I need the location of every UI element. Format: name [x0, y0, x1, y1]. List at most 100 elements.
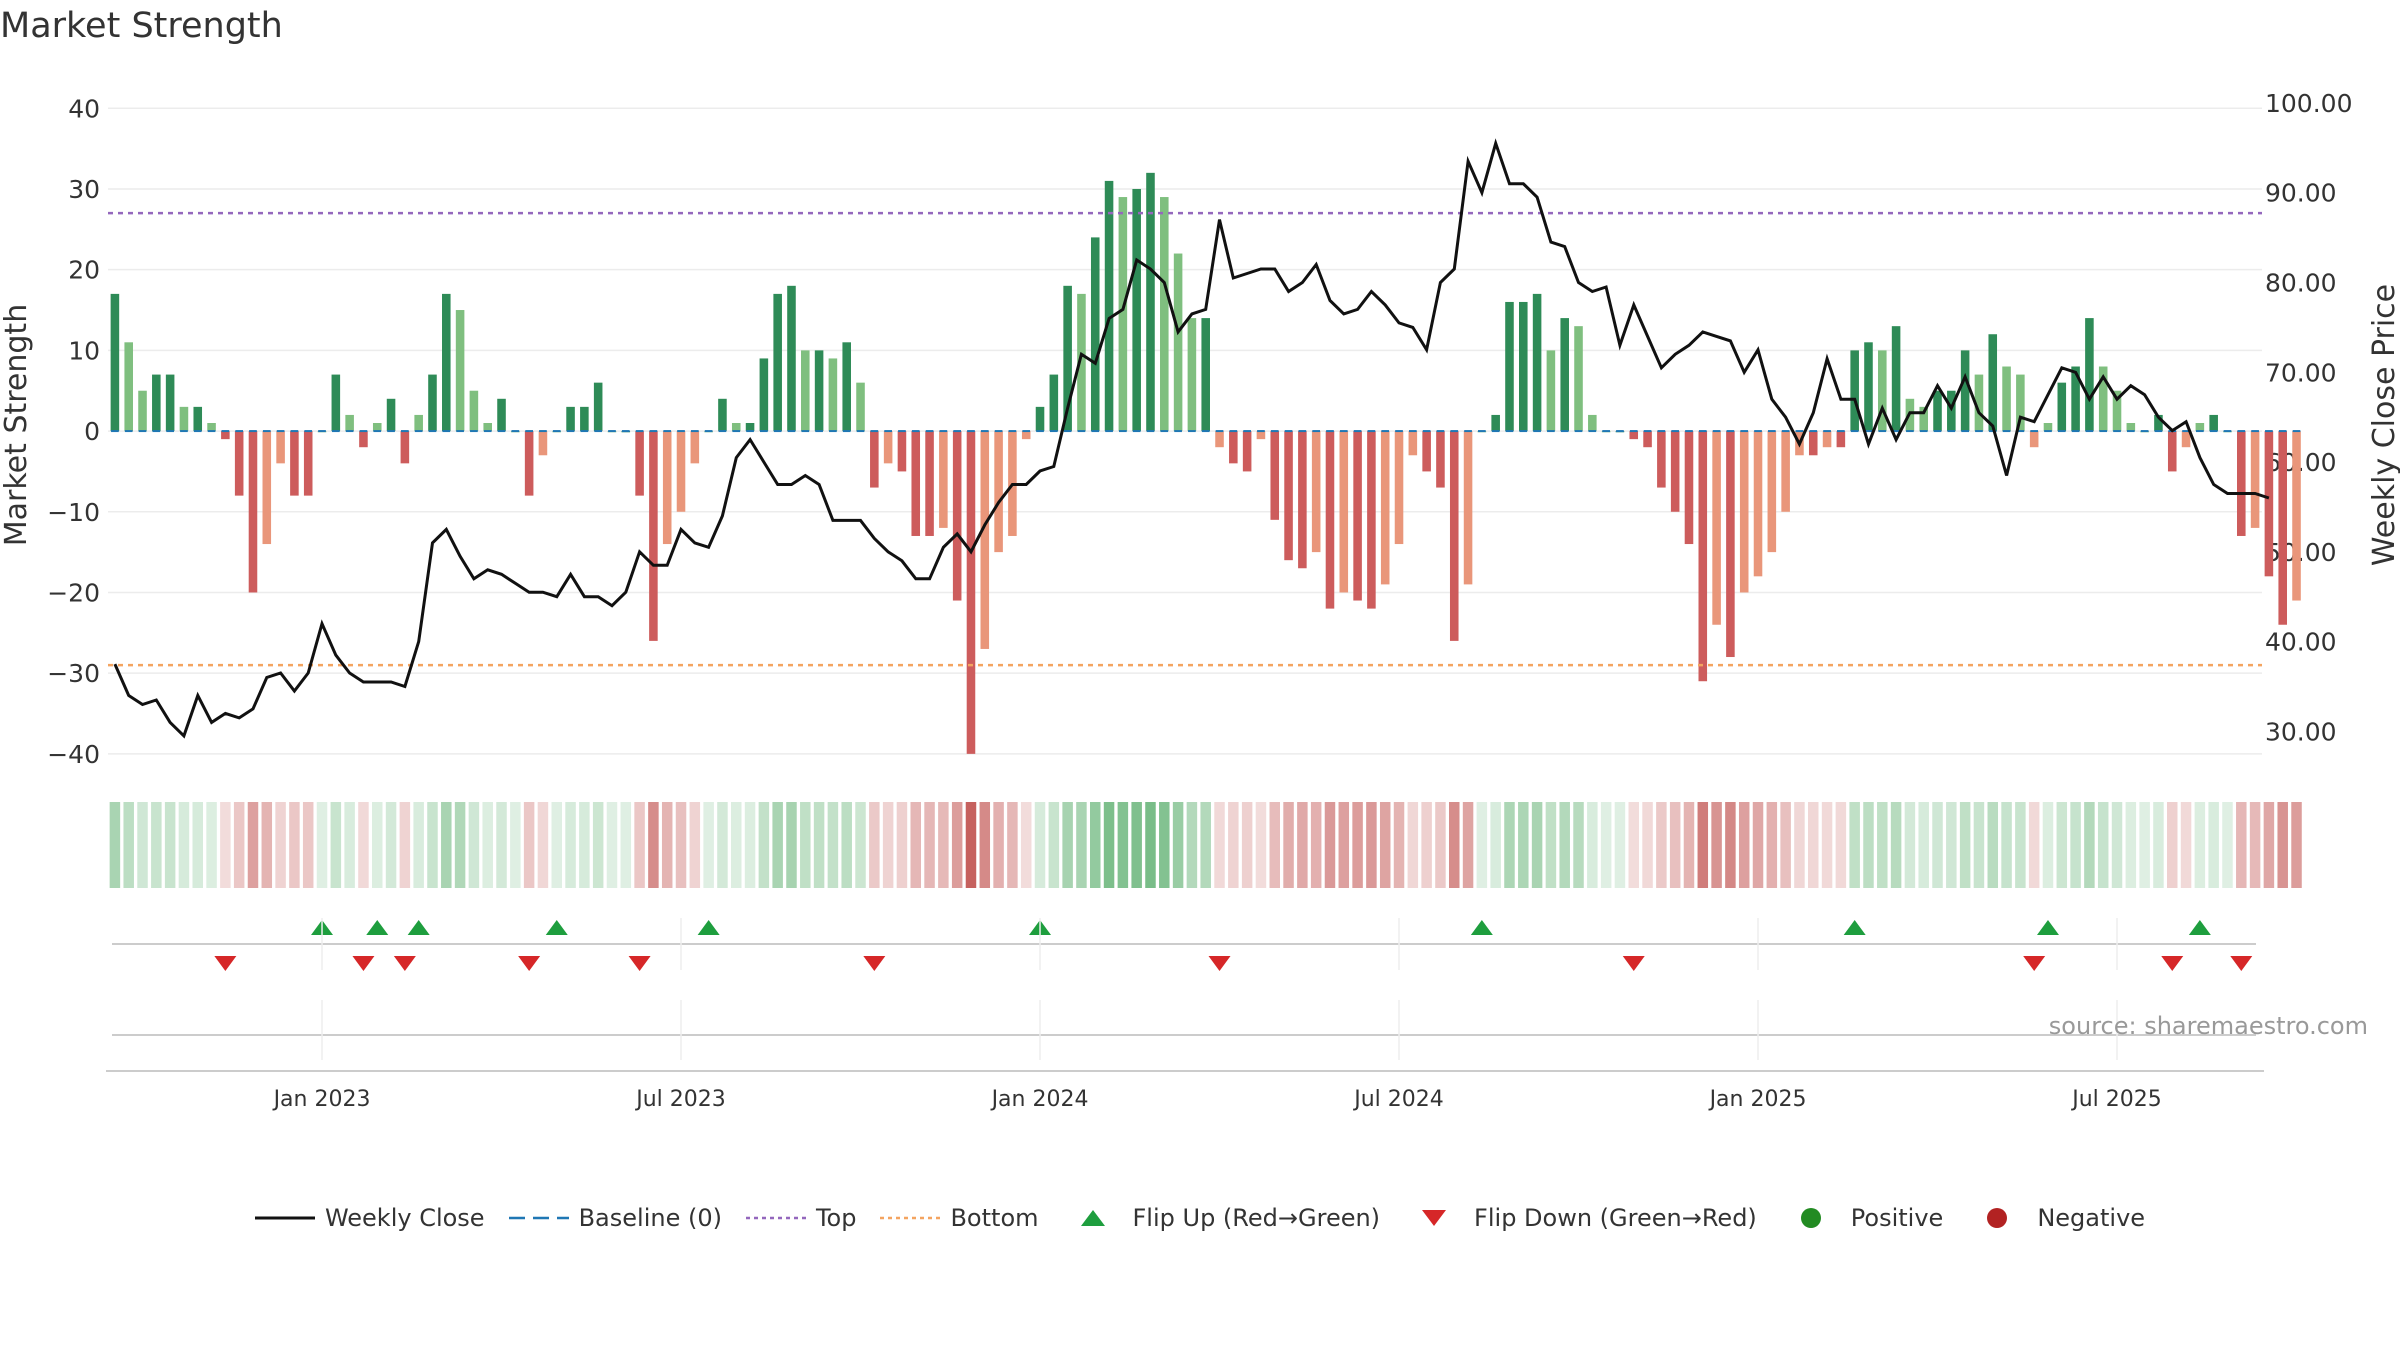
strength-bar [1822, 431, 1832, 448]
left-tick-label: −10 [47, 498, 100, 527]
chart-title: Market Strength [0, 6, 283, 46]
strength-bar [331, 374, 341, 432]
flip-markers [214, 920, 2253, 971]
heat-cell [289, 802, 300, 888]
heat-cell [1559, 802, 1570, 888]
strength-bar [1891, 326, 1901, 432]
strength-bar [1422, 431, 1431, 472]
heat-cell [800, 802, 811, 888]
flip-up-marker [545, 920, 568, 935]
strength-bar [1850, 350, 1859, 432]
strength-bar [2181, 431, 2191, 448]
strength-bar [1491, 414, 1500, 432]
heat-cell [1752, 802, 1764, 888]
strength-bar [1588, 414, 1597, 432]
strength-bar [1353, 431, 1362, 601]
strength-bar [2057, 382, 2067, 432]
strength-bar [179, 406, 189, 432]
heat-cell [468, 802, 480, 888]
heat-cell [1669, 802, 1681, 888]
legend: Weekly Close Baseline (0) Top Bottom Flip Up… [0, 1200, 2400, 1236]
heat-cell [206, 802, 217, 888]
heat-cell [1959, 802, 1971, 888]
strength-bar [1643, 431, 1652, 448]
heat-cell [233, 802, 245, 888]
strength-bar [1519, 301, 1528, 432]
heat-cell [717, 802, 728, 888]
strength-bar [2043, 423, 2053, 432]
heat-cell [2070, 802, 2081, 888]
heat-cell [896, 802, 908, 888]
strength-bar [2237, 431, 2246, 536]
strength-heat-strip [109, 802, 2302, 888]
strength-bar [1988, 334, 1998, 432]
heat-cell [744, 802, 756, 888]
heat-cell [1200, 802, 1211, 888]
strength-bar [2016, 374, 2025, 432]
strength-bar [2112, 390, 2122, 432]
heat-cell [620, 802, 632, 888]
legend-item-flip-down: Flip Down (Green→Red) [1404, 1204, 1757, 1232]
heat-cell [1090, 802, 1101, 888]
strength-bar [1380, 431, 1390, 585]
strength-bar [1325, 431, 1335, 609]
heat-cell [1476, 802, 1488, 888]
heat-cell [1435, 802, 1446, 888]
heat-cell [123, 802, 134, 888]
strength-bar [124, 342, 133, 432]
heat-cell [1131, 802, 1142, 888]
strength-bar [649, 431, 658, 641]
heat-cell [2208, 802, 2219, 888]
heat-cell [2111, 802, 2123, 888]
strength-bar [980, 431, 990, 649]
strength-bar [2071, 366, 2080, 432]
heat-cell [2180, 802, 2192, 888]
heat-cell [910, 802, 921, 888]
flip-down-icon [1404, 1206, 1464, 1230]
heat-cell [302, 802, 314, 888]
heat-cell [1379, 802, 1391, 888]
flip-down-marker [2230, 956, 2253, 971]
strength-bar [1574, 326, 1583, 432]
heat-cell [2236, 802, 2247, 888]
legend-label: Bottom [950, 1204, 1039, 1232]
heat-cell [1711, 802, 1722, 888]
strength-bar [2250, 431, 2260, 528]
heat-cell [1531, 802, 1543, 888]
strength-bar [801, 350, 810, 432]
heat-cell [2015, 802, 2026, 888]
heat-cell [1214, 802, 1225, 888]
legend-item-negative: Negative [1967, 1204, 2145, 1232]
strength-bar [1284, 431, 1293, 561]
heat-cell [1034, 802, 1046, 888]
heat-cell [372, 802, 383, 888]
baseline-icon [508, 1206, 569, 1230]
flip-down-marker [1208, 956, 1231, 971]
heat-cell [1849, 802, 1860, 888]
heat-cell [951, 802, 963, 888]
strength-bar [138, 390, 147, 432]
heat-cell [1863, 802, 1874, 888]
flip-up-marker [1470, 920, 1493, 935]
heat-cell [1587, 802, 1598, 888]
strength-bar [1408, 431, 1418, 456]
strength-bar [731, 423, 741, 432]
heat-cell [1780, 802, 1791, 888]
x-axis-ticks: Jan 2023 Jul 2023 Jan 2024 Jul 2024 Jan 2025… [272, 918, 2162, 1112]
heat-cell [1877, 802, 1888, 888]
right-tick-label: 40.00 [2265, 628, 2337, 657]
heat-cell [192, 802, 203, 888]
x-tick-label: Jul 2024 [1352, 1087, 1444, 1112]
strength-bar [1215, 431, 1224, 448]
heat-cell [1766, 802, 1778, 888]
source-text: source: sharemaestro.com [2049, 1012, 2368, 1040]
strength-bar [1104, 180, 1114, 432]
heat-cell [551, 802, 562, 888]
heat-cell [1366, 802, 1377, 888]
heat-cell [869, 802, 880, 888]
strength-bar [1118, 197, 1128, 432]
legend-label: Top [815, 1204, 857, 1232]
heat-cell [758, 802, 770, 888]
strength-bar [828, 358, 838, 432]
heat-cell [178, 802, 190, 888]
